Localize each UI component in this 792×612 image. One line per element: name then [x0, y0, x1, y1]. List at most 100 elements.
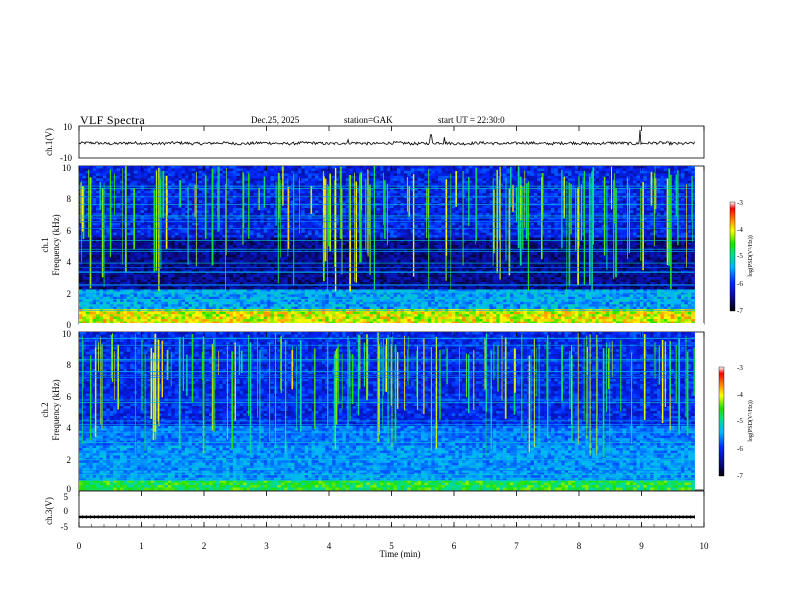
spectrogram-cell [226, 193, 230, 196]
spectrogram-cell [386, 180, 391, 184]
spectrogram-cell [386, 212, 391, 216]
spectrogram-cell [537, 188, 542, 191]
spectrogram-cell [301, 173, 306, 177]
spectrogram-cell [270, 207, 275, 211]
spectrogram-cell [226, 207, 230, 211]
spectrogram-cell [260, 200, 264, 204]
spectrogram-cell [260, 175, 264, 179]
spectrogram-cell [462, 175, 466, 179]
spectrogram-cell [479, 222, 483, 226]
spectrogram-cell [509, 207, 514, 211]
spectrogram-cell [250, 190, 254, 194]
spectrogram-cell [568, 168, 572, 172]
spectrogram-cell [140, 166, 145, 169]
spectrogram-cell [537, 210, 542, 214]
spectrogram-cell [232, 230, 237, 233]
spectrogram-cell [451, 175, 456, 179]
spectrogram-cell [335, 185, 340, 189]
spectrogram-cell [427, 173, 432, 177]
spectrogram-cell [410, 210, 415, 214]
spectrogram-cell [263, 230, 268, 233]
spectrogram-cell [301, 227, 306, 231]
spectrogram-cell [222, 190, 227, 194]
spectrogram-cell [455, 207, 459, 211]
spectrogram-cell [342, 205, 347, 209]
spectrogram-cell [509, 178, 514, 182]
spectrogram-cell [468, 190, 473, 194]
spectrogram-cell [530, 180, 535, 184]
spectrogram-cell [393, 220, 398, 224]
spectrogram-cell [239, 166, 244, 169]
spectrogram-cell [533, 178, 538, 182]
spectrogram-cell [475, 185, 480, 189]
spectrogram-cell [208, 166, 213, 169]
spectrogram-cell [687, 173, 692, 177]
spectrogram-cell [431, 175, 435, 179]
spectrogram-cell [332, 173, 336, 177]
spectrogram-cell [626, 175, 630, 179]
spectrogram-cell [646, 175, 651, 179]
spectrogram-cell [691, 183, 695, 187]
spectrogram-cell [421, 225, 425, 229]
spectrogram-cell [475, 190, 480, 194]
spectrogram-cell [130, 215, 135, 219]
spectrogram-cell [99, 190, 104, 194]
spectrogram-cell [687, 175, 692, 179]
spectrogram-cell [174, 180, 179, 184]
spectrogram-cell [393, 180, 398, 184]
spectrogram-cell [643, 212, 648, 216]
spectrogram-cell [181, 183, 186, 187]
spectrogram-cell [410, 200, 415, 204]
spectrogram-cell [503, 183, 507, 187]
spectrogram-cell [345, 183, 350, 187]
spectrogram-cell [650, 210, 654, 214]
spectrogram-cell [509, 168, 514, 172]
spectrogram-cell [267, 178, 271, 182]
spectrogram-cell [133, 178, 138, 182]
spectrogram-cell [581, 210, 586, 214]
spectrogram-cell [291, 207, 295, 211]
spectrogram-cell [150, 180, 155, 184]
spectrogram-cell [102, 178, 107, 182]
spectrogram-cell [403, 178, 408, 182]
spectrogram-cell [246, 168, 251, 172]
spectrogram-cell [253, 215, 258, 219]
spectrogram-cell [684, 200, 689, 204]
spectrogram-cell [633, 227, 637, 231]
spectrogram-cell [499, 170, 504, 174]
spectrogram-cell [376, 232, 381, 236]
spectrogram-cell [547, 188, 552, 191]
spectrogram-cell [304, 175, 309, 179]
spectrogram-cell [403, 198, 408, 201]
spectrogram-cell [506, 207, 511, 211]
spectrogram-cell [677, 193, 682, 196]
spectrogram-cell [287, 200, 292, 204]
spectrogram-cell [550, 185, 555, 189]
spectrogram-cell [386, 170, 391, 174]
spectrogram-cell [636, 180, 641, 184]
spectrogram-cell [677, 205, 682, 209]
ch1-ytick-top: 10 [63, 122, 73, 132]
spectrogram-cell [222, 188, 227, 191]
spectrogram-cell [147, 175, 152, 179]
spectrogram-cell [208, 212, 213, 216]
spectrogram-cell [677, 170, 682, 174]
spectrogram-cell [680, 188, 685, 191]
spectrogram-cell [164, 166, 169, 169]
spectrogram-cell [390, 200, 394, 204]
spectrogram-cell [147, 168, 152, 172]
spectrogram-cell [598, 222, 603, 226]
start-ut-label: start UT = 22:30:0 [438, 116, 505, 125]
spectrogram-cell [304, 183, 309, 187]
spectrogram-cell [523, 193, 528, 196]
spectrogram-cell [578, 183, 583, 187]
spectrogram-cell [674, 168, 678, 172]
spectrogram-cell [325, 185, 329, 189]
spectrogram-cell [147, 200, 152, 204]
spectrogram-cell [188, 180, 193, 184]
spectrogram-cell [646, 225, 651, 229]
spectrogram-cell [609, 166, 613, 169]
spectrogram-cell [92, 232, 97, 236]
spectrogram-cell [506, 183, 511, 187]
spectrogram-cell [468, 200, 473, 204]
